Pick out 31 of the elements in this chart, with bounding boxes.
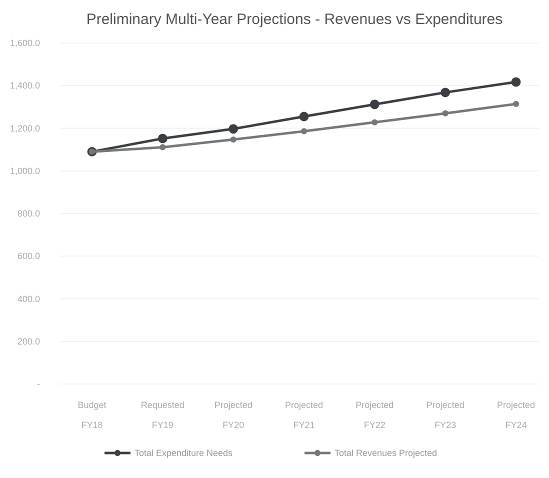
point [228, 124, 238, 134]
x-tick-label: Projected FY23 [426, 400, 464, 430]
x-tick-label: Requested FY19 [140, 400, 184, 430]
y-tick-label: 600.0 [17, 251, 40, 262]
x-tick-label: Projected FY20 [214, 400, 252, 430]
point [300, 128, 308, 134]
point [440, 88, 450, 98]
legend-label: Total Expenditure Needs [134, 448, 234, 458]
y-tick-label: 1,000.0 [10, 166, 40, 176]
y-tick-label: 1,400.0 [10, 80, 40, 91]
point [299, 112, 309, 122]
legend-label: Total Revenues Projected [334, 448, 438, 458]
x-tick-label: Budget FY18 [78, 400, 107, 430]
point [372, 119, 378, 126]
point [158, 134, 168, 144]
point [511, 77, 521, 87]
chart-title: Preliminary Multi-Year Projections - Revenues vs Expenditures [86, 11, 503, 28]
y-tick-label: 200.0 [17, 336, 40, 346]
x-tick-label: Projected FY21 [284, 400, 324, 430]
point [230, 136, 236, 143]
point [512, 100, 520, 108]
y-tick-label: 1,600.0 [10, 38, 40, 48]
y-tick-label: 400.0 [17, 294, 40, 304]
y-tick-label: - [37, 379, 40, 389]
y-tick-label: 1,200.0 [10, 123, 40, 134]
point [160, 144, 166, 150]
x-tick-label: Projected FY24 [496, 400, 536, 430]
x-tick-label: Projected FY22 [356, 400, 394, 430]
y-tick-label: 800.0 [17, 208, 40, 218]
point [370, 100, 380, 110]
point [442, 110, 448, 116]
